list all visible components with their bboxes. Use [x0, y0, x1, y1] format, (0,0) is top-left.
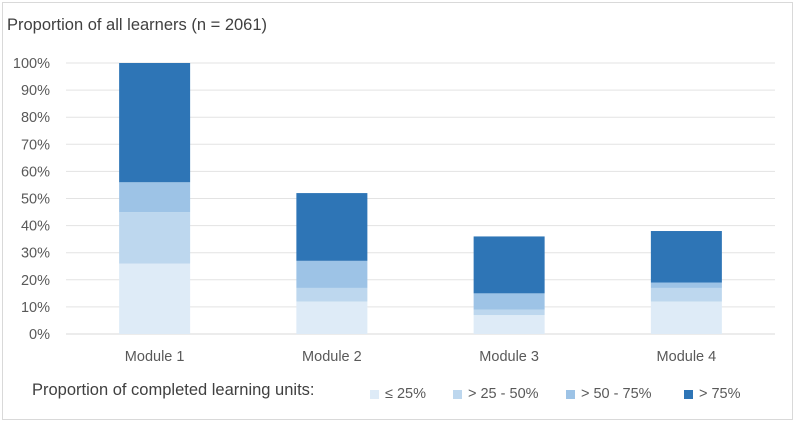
bar-segment	[119, 212, 191, 264]
y-tick-label: 30%	[21, 246, 50, 262]
y-tick-label: 0%	[29, 327, 50, 343]
legend-item: > 75%	[684, 386, 741, 402]
bar-segment	[296, 301, 368, 334]
x-axis-categories: Module 1 Module 2 Module 3 Module 4	[125, 349, 716, 365]
legend-swatch	[684, 389, 693, 399]
bar-segment	[473, 315, 545, 334]
y-tick-label: 40%	[21, 219, 50, 235]
bar-segment	[650, 301, 722, 334]
legend-label: > 25 - 50%	[468, 386, 539, 402]
bar-segment	[296, 193, 368, 261]
bar-segment	[473, 293, 545, 310]
legend-swatch	[370, 389, 379, 399]
x-category-label: Module 2	[302, 349, 362, 365]
bar-segment	[650, 231, 722, 283]
y-tick-label: 50%	[21, 192, 50, 208]
bar-segment	[650, 287, 722, 302]
bar-segment	[119, 182, 191, 213]
y-tick-label: 60%	[21, 164, 50, 180]
bar-segment	[650, 282, 722, 288]
bar-segment	[119, 63, 191, 183]
legend-item: ≤ 25%	[370, 386, 426, 402]
bar-segment	[473, 236, 545, 294]
bar-segment	[119, 263, 191, 334]
legend-item: > 25 - 50%	[453, 386, 539, 402]
bar-segment	[296, 287, 368, 302]
y-axis-ticks: 0% 10% 20% 30% 40% 50% 60% 70% 80% 90% 100%	[13, 56, 50, 343]
chart-title: Proportion of all learners (n = 2061)	[7, 16, 268, 34]
y-tick-label: 80%	[21, 110, 50, 126]
legend-label: > 75%	[699, 386, 741, 402]
legend-title: Proportion of completed learning units:	[32, 381, 315, 399]
y-tick-label: 10%	[21, 300, 50, 316]
y-tick-label: 70%	[21, 137, 50, 153]
y-tick-label: 20%	[21, 273, 50, 289]
x-category-label: Module 1	[125, 349, 185, 365]
y-tick-label: 90%	[21, 83, 50, 99]
bar-segment	[473, 309, 545, 316]
bar-segment	[296, 260, 368, 288]
y-tick-label: 100%	[13, 56, 50, 72]
legend-label: ≤ 25%	[385, 386, 427, 402]
legend-swatch	[566, 389, 575, 399]
legend-item: > 50 - 75%	[566, 386, 652, 402]
x-category-label: Module 3	[479, 349, 539, 365]
x-category-label: Module 4	[657, 349, 717, 365]
legend-label: > 50 - 75%	[581, 386, 652, 402]
bars	[119, 63, 722, 334]
legend-swatch	[453, 389, 462, 399]
